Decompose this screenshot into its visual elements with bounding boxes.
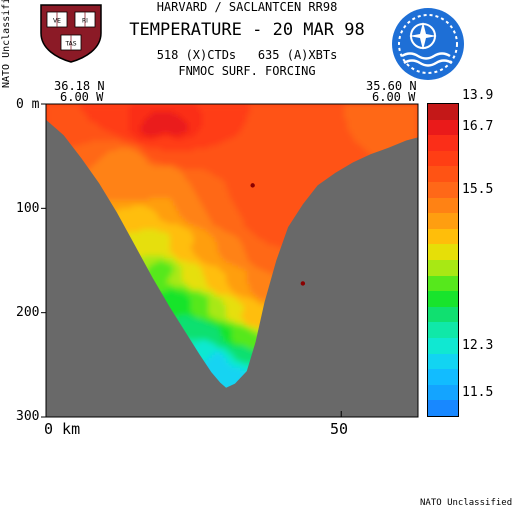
- header-forcing: FNMOC SURF. FORCING: [178, 64, 316, 78]
- section-start-lat: 36.18 N: [54, 79, 105, 93]
- y-tick-label-100: 100: [16, 201, 40, 216]
- colorbar-swatch-11: [428, 275, 458, 292]
- colorbar-swatch-12: [428, 291, 458, 308]
- colorbar-swatch-0: [428, 104, 458, 121]
- colorbar-frame: [427, 103, 459, 417]
- colorbar-label-3: 12.3: [462, 337, 494, 353]
- colorbar-swatch-4: [428, 166, 458, 183]
- saclantcen-emblem-icon: [392, 8, 464, 80]
- colorbar-swatch-18: [428, 384, 458, 401]
- y-tick-label-300: 300: [16, 409, 40, 424]
- section-end-lon: 6.00 W: [372, 90, 416, 104]
- harvard-letters-ve: VE: [53, 18, 61, 25]
- chart-title: TEMPERATURE - 20 MAR 98: [129, 20, 365, 40]
- harvard-letters-tas: TAS: [64, 41, 76, 48]
- colorbar-label-2: 13.9: [462, 88, 494, 104]
- colorbar-swatch-10: [428, 260, 458, 277]
- x-tick-label-50: 50: [330, 420, 349, 438]
- colorbar-swatch-9: [428, 244, 458, 261]
- colorbar-swatch-15: [428, 338, 458, 355]
- header-institution: HARVARD / SACLANTCEN RR98: [156, 0, 338, 14]
- harvard-shield-icon: VE RI TAS: [40, 4, 102, 63]
- classification-bottom: NATO Unclassified: [420, 498, 512, 508]
- colorbar-swatch-1: [428, 119, 458, 136]
- section-end-lat: 35.60 N: [366, 79, 417, 93]
- bathymetry-land: [46, 119, 418, 417]
- harvard-letters-ri: RI: [82, 18, 88, 25]
- temperature-section-plot: [41, 103, 419, 418]
- y-tick-label-0: 0 m: [16, 97, 40, 112]
- colorbar-swatch-6: [428, 197, 458, 214]
- colorbar-swatch-2: [428, 135, 458, 152]
- colorbar-swatch-17: [428, 369, 458, 386]
- colorbar-swatch-8: [428, 228, 458, 245]
- colorbar-swatch-19: [428, 400, 458, 417]
- x-tick-label-0: 0 km: [44, 420, 81, 438]
- section-start-lon: 6.00 W: [60, 90, 104, 104]
- colorbar-label-0: 16.7: [462, 119, 494, 135]
- observation-mark-0: [250, 183, 255, 188]
- colorbar-swatch-14: [428, 322, 458, 339]
- header-counts: 518 (X)CTDs 635 (A)XBTs: [156, 48, 338, 62]
- colorbar-label-4: 11.5: [462, 384, 494, 400]
- colorbar-swatch-5: [428, 182, 458, 199]
- y-tick-label-200: 200: [16, 305, 40, 320]
- colorbar-label-1: 15.5: [462, 181, 494, 197]
- colorbar-swatch-16: [428, 353, 458, 370]
- colorbar-swatch-3: [428, 150, 458, 167]
- colorbar-swatch-13: [428, 306, 458, 323]
- colorbar-swatch-7: [428, 213, 458, 230]
- observation-mark-1: [300, 281, 306, 286]
